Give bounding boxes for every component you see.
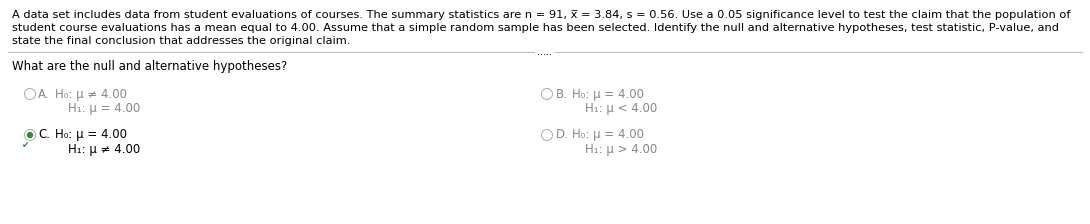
Text: ✔: ✔ [22,141,29,150]
Text: D.: D. [556,128,569,141]
Text: H₁: μ < 4.00: H₁: μ < 4.00 [585,102,657,115]
Text: C.: C. [38,128,50,141]
Text: B.: B. [556,88,568,101]
Text: H₁: μ = 4.00: H₁: μ = 4.00 [68,102,141,115]
Text: .....: ..... [537,47,553,57]
Text: H₀: μ = 4.00: H₀: μ = 4.00 [54,128,128,141]
Text: What are the null and alternative hypotheses?: What are the null and alternative hypoth… [12,60,288,73]
Text: A.: A. [38,88,49,101]
Text: H₁: μ ≠ 4.00: H₁: μ ≠ 4.00 [68,143,141,156]
Text: H₀: μ = 4.00: H₀: μ = 4.00 [572,88,644,101]
Text: state the final conclusion that addresses the original claim.: state the final conclusion that addresse… [12,36,350,46]
Text: A data set includes data from student evaluations of courses. The summary statis: A data set includes data from student ev… [12,10,1070,20]
Text: H₁: μ > 4.00: H₁: μ > 4.00 [585,143,657,156]
Text: H₀: μ = 4.00: H₀: μ = 4.00 [572,128,644,141]
Text: H₀: μ ≠ 4.00: H₀: μ ≠ 4.00 [54,88,128,101]
Text: student course evaluations has a mean equal to 4.00. Assume that a simple random: student course evaluations has a mean eq… [12,23,1059,33]
